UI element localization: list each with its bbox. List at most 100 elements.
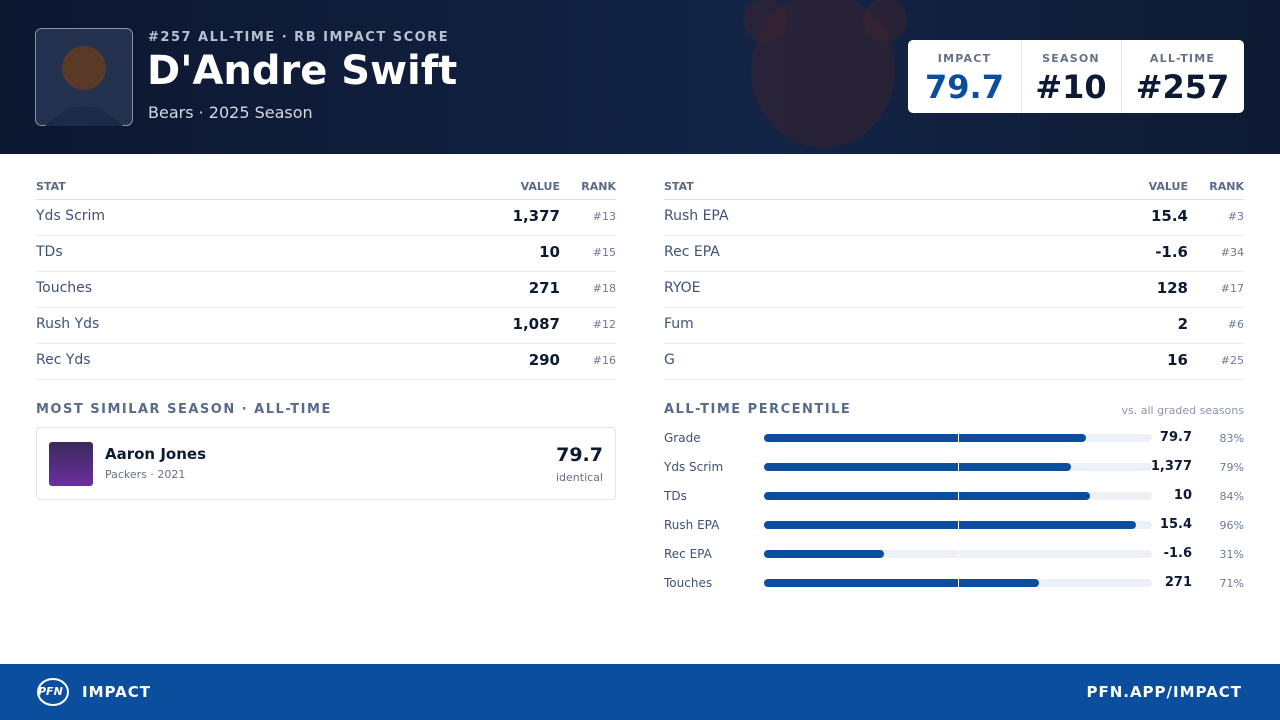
stat-name: Rec Yds: [36, 352, 91, 368]
table-header: STAT: [36, 180, 66, 193]
stat-rank: #12: [592, 318, 616, 331]
footer-url: PFN.APP/IMPACT: [1086, 683, 1242, 701]
table-rule: [664, 199, 1244, 200]
median-tick: [958, 578, 959, 588]
similar-name: Aaron Jones: [105, 445, 207, 463]
table-rule: [664, 343, 1244, 344]
table-rule: [664, 307, 1244, 308]
score-label: SEASON: [1042, 52, 1100, 65]
score-value: #10: [1035, 68, 1107, 106]
stat-name: RYOE: [664, 280, 701, 296]
stat-rank: #3: [1227, 210, 1244, 223]
percentile-value: 271: [1164, 575, 1192, 590]
percentile-label: 79%: [1219, 461, 1244, 474]
similar-score: 79.7: [556, 444, 603, 466]
table-rule: [664, 379, 1244, 380]
stat-value: 10: [539, 243, 560, 261]
percentile-bar: [764, 492, 1090, 500]
stat-value: 1,377: [512, 207, 560, 225]
similar-card: [36, 427, 616, 500]
team-logo: [743, 0, 907, 148]
similar-detail: Packers · 2021: [105, 468, 186, 481]
footer-logo: PFN: [38, 685, 63, 698]
score-divider: [1021, 40, 1022, 113]
rank-line: #257 ALL-TIME · RB IMPACT SCORE: [148, 30, 450, 45]
stat-value: 1,087: [512, 315, 560, 333]
score-label: ALL-TIME: [1149, 52, 1216, 65]
section-note: vs. all graded seasons: [1121, 404, 1244, 417]
stat-rank: #25: [1220, 354, 1244, 367]
percentile-bar: [764, 434, 1087, 442]
stat-value: 16: [1167, 351, 1188, 369]
percentile-value: -1.6: [1163, 546, 1192, 561]
percentile-label: 83%: [1219, 432, 1244, 445]
percentile-value: 15.4: [1159, 517, 1192, 532]
stat-rank: #34: [1220, 246, 1244, 259]
score-box: [908, 40, 1244, 113]
table-rule: [36, 307, 616, 308]
stat-value: 271: [528, 279, 560, 297]
median-tick: [958, 520, 959, 530]
table-rule: [36, 199, 616, 200]
table-header: RANK: [1209, 180, 1244, 193]
player-name: D'Andre Swift: [147, 48, 458, 94]
stat-rank: #13: [592, 210, 616, 223]
percentile-bar: [764, 463, 1071, 471]
table-rule: [664, 271, 1244, 272]
player-photo: [35, 28, 133, 126]
percentile-stat: TDs: [664, 489, 687, 503]
percentile-bar: [764, 579, 1040, 587]
table-header: RANK: [581, 180, 616, 193]
percentile-stat: Rec EPA: [664, 547, 712, 561]
percentile-value: 1,377: [1150, 459, 1192, 474]
stat-name: Rec EPA: [664, 244, 720, 260]
percentile-stat: Touches: [664, 576, 713, 590]
similar-photo: [49, 442, 93, 486]
score-divider: [1121, 40, 1122, 113]
stat-name: Touches: [36, 280, 93, 296]
median-tick: [958, 462, 959, 472]
table-header: VALUE: [520, 180, 560, 193]
percentile-label: 31%: [1219, 548, 1244, 561]
footer: [0, 664, 1280, 720]
percentile-label: 71%: [1219, 577, 1244, 590]
stat-rank: #15: [592, 246, 616, 259]
percentile-label: 84%: [1219, 490, 1244, 503]
median-tick: [958, 549, 959, 559]
stat-value: 15.4: [1150, 207, 1188, 225]
score-label: IMPACT: [937, 52, 992, 65]
section-title: MOST SIMILAR SEASON · ALL-TIME: [36, 402, 332, 417]
percentile-stat: Yds Scrim: [664, 460, 724, 474]
table-rule: [36, 379, 616, 380]
stat-value: 2: [1177, 315, 1188, 333]
median-tick: [958, 433, 959, 443]
score-value: 79.7: [925, 68, 1004, 106]
stat-name: Rush Yds: [36, 316, 100, 332]
table-header: STAT: [664, 180, 694, 193]
table-header: VALUE: [1148, 180, 1188, 193]
footer-brand: IMPACT: [82, 683, 151, 701]
stat-name: G: [664, 352, 675, 368]
table-rule: [36, 235, 616, 236]
stat-value: 290: [528, 351, 560, 369]
stat-rank: #6: [1227, 318, 1244, 331]
stat-rank: #18: [592, 282, 616, 295]
table-rule: [36, 343, 616, 344]
stat-rank: #16: [592, 354, 616, 367]
similar-note: identical: [556, 471, 603, 484]
stat-value: -1.6: [1155, 243, 1188, 261]
percentile-stat: Grade: [664, 431, 701, 445]
stat-value: 128: [1156, 279, 1188, 297]
stat-name: Fum: [664, 316, 694, 332]
score-value: #257: [1135, 68, 1230, 106]
percentile-stat: Rush EPA: [664, 518, 720, 532]
stat-rank: #17: [1220, 282, 1244, 295]
percentile-value: 79.7: [1159, 430, 1192, 445]
stat-name: Yds Scrim: [36, 208, 106, 224]
stat-name: TDs: [36, 244, 63, 260]
percentile-bar: [764, 521, 1137, 529]
player-subtitle: Bears · 2025 Season: [148, 103, 313, 122]
percentile-label: 96%: [1219, 519, 1244, 532]
footer-logo-icon: [37, 678, 69, 706]
